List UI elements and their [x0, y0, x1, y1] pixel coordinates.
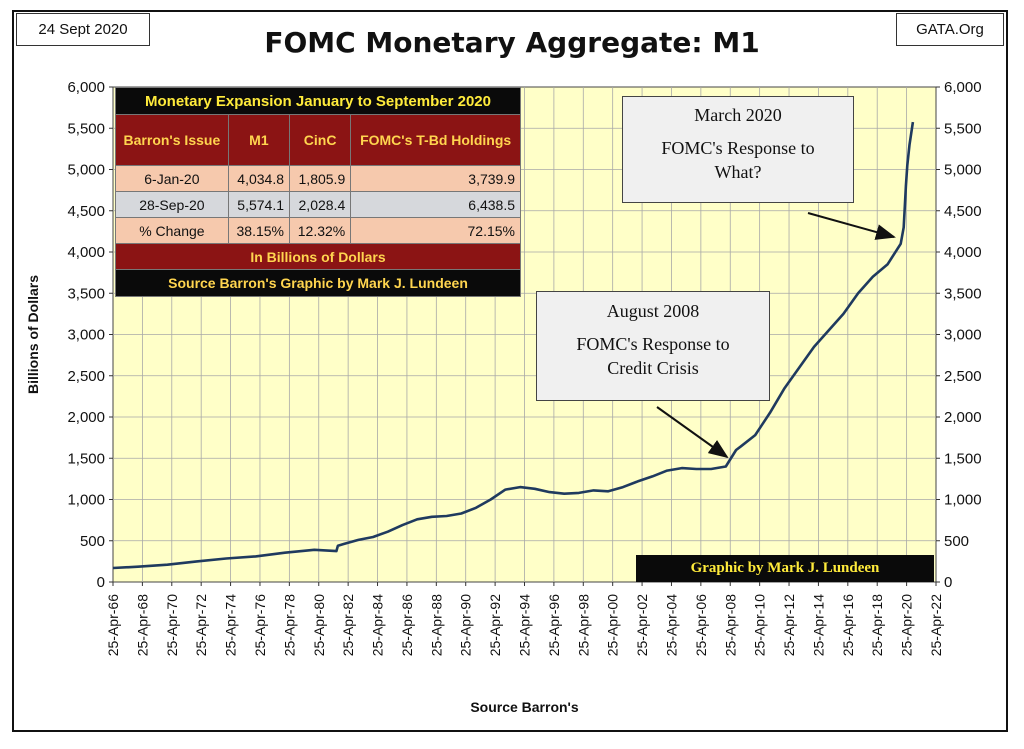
callout-heading: August 2008 [606, 301, 700, 321]
y-tick-label-left: 5,500 [67, 120, 105, 137]
graphic-credit: Graphic by Mark J. Lundeen [636, 555, 934, 582]
y-tick-label-left: 0 [97, 574, 105, 591]
column-header: FOMC's T-Bd Holdings [350, 114, 521, 166]
x-tick-label: 25-Apr-88 [428, 594, 444, 656]
x-tick-label: 25-Apr-18 [869, 594, 885, 656]
table-cell: % Change [115, 217, 229, 244]
x-tick-label: 25-Apr-86 [399, 594, 415, 656]
y-tick-label-left: 1,500 [67, 450, 105, 467]
table-row: % Change 38.15% 12.32% 72.15% [115, 217, 521, 244]
callout-text: What? [714, 162, 762, 182]
y-tick-label-right: 5,000 [944, 162, 982, 179]
info-table: Monetary Expansion January to September … [115, 87, 521, 297]
y-tick-label-right: 6,000 [944, 79, 982, 96]
august-callout-arrow [656, 406, 729, 459]
table-cell: 5,574.1 [227, 191, 291, 218]
y-tick-label-right: 1,000 [944, 492, 982, 509]
y-tick-label-right: 4,000 [944, 244, 982, 261]
callout-text: Credit Crisis [607, 358, 699, 378]
table-cell: 2,028.4 [288, 191, 352, 218]
x-tick-label: 25-Apr-78 [281, 594, 297, 656]
x-tick-label: 25-Apr-08 [722, 594, 738, 656]
callout-text: FOMC's Response to [576, 334, 730, 354]
table-cell: 4,034.8 [227, 165, 291, 192]
date-label: 24 Sept 2020 [16, 13, 150, 46]
x-tick-label: 25-Apr-16 [840, 594, 856, 656]
table-row: 28-Sep-20 5,574.1 2,028.4 6,438.5 [115, 191, 521, 218]
y-tick-label-left: 5,000 [67, 162, 105, 179]
x-tick-label: 25-Apr-96 [546, 594, 562, 656]
info-table-caption: Monetary Expansion January to September … [115, 87, 521, 115]
table-cell: 12.32% [288, 217, 352, 244]
x-tick-label: 25-Apr-12 [781, 594, 797, 656]
x-tick-label: 25-Apr-02 [634, 594, 650, 656]
x-tick-label: 25-Apr-82 [340, 594, 356, 656]
y-tick-label-left: 6,000 [67, 79, 105, 96]
x-tick-label: 25-Apr-22 [928, 594, 944, 656]
x-tick-label: 25-Apr-06 [693, 594, 709, 656]
x-axis-label: Source Barron's [470, 699, 579, 715]
x-tick-label: 25-Apr-20 [899, 594, 915, 656]
y-tick-label-right: 1,500 [944, 450, 982, 467]
y-tick-label-left: 4,000 [67, 244, 105, 261]
source-note: Source Barron's Graphic by Mark J. Lunde… [115, 269, 521, 297]
y-tick-label-left: 2,000 [67, 409, 105, 426]
table-cell: 1,805.9 [288, 165, 352, 192]
table-cell: 28-Sep-20 [115, 191, 229, 218]
x-tick-label: 25-Apr-84 [370, 594, 386, 656]
x-tick-label: 25-Apr-74 [223, 594, 239, 656]
y-tick-label-left: 500 [80, 533, 105, 550]
august-2008-callout: August 2008 FOMC's Response to Credit Cr… [536, 291, 770, 401]
y-tick-label-right: 3,500 [944, 285, 982, 302]
table-cell: 38.15% [227, 217, 291, 244]
x-tick-label: 25-Apr-76 [252, 594, 268, 656]
column-header: M1 [227, 114, 291, 166]
site-label: GATA.Org [896, 13, 1004, 46]
march-2020-callout: March 2020 FOMC's Response to What? [622, 96, 854, 203]
y-tick-label-left: 3,500 [67, 285, 105, 302]
table-cell: 6,438.5 [350, 191, 521, 218]
y-tick-label-left: 3,000 [67, 327, 105, 344]
table-cell: 3,739.9 [350, 165, 521, 192]
y-tick-label-right: 5,500 [944, 120, 982, 137]
table-cell: 72.15% [350, 217, 521, 244]
callout-text: FOMC's Response to [661, 138, 815, 158]
units-note: In Billions of Dollars [115, 243, 521, 270]
callout-heading: March 2020 [694, 105, 782, 125]
column-header: CinC [288, 114, 352, 166]
table-row: 6-Jan-20 4,034.8 1,805.9 3,739.9 [115, 165, 521, 192]
m1-series-line [112, 121, 915, 570]
x-tick-label: 25-Apr-04 [663, 594, 679, 656]
x-tick-label: 25-Apr-10 [752, 594, 768, 656]
y-tick-label-left: 4,500 [67, 203, 105, 220]
y-axis-label: Billions of Dollars [25, 275, 41, 394]
x-tick-label: 25-Apr-66 [105, 594, 121, 656]
y-tick-label-left: 2,500 [67, 368, 105, 385]
x-tick-label: 25-Apr-90 [458, 594, 474, 656]
y-tick-label-right: 0 [944, 574, 952, 591]
y-tick-label-right: 2,000 [944, 409, 982, 426]
table-cell: 6-Jan-20 [115, 165, 229, 192]
y-tick-label-right: 4,500 [944, 203, 982, 220]
x-tick-label: 25-Apr-72 [193, 594, 209, 656]
x-tick-label: 25-Apr-98 [575, 594, 591, 656]
chart-title: FOMC Monetary Aggregate: M1 [264, 26, 760, 59]
x-tick-label: 25-Apr-92 [487, 594, 503, 656]
y-tick-label-right: 3,000 [944, 327, 982, 344]
x-tick-label: 25-Apr-94 [517, 594, 533, 656]
x-tick-label: 25-Apr-80 [311, 594, 327, 656]
x-tick-label: 25-Apr-70 [164, 594, 180, 656]
x-tick-label: 25-Apr-00 [605, 594, 621, 656]
y-tick-label-right: 500 [944, 533, 969, 550]
column-header: Barron's Issue [115, 114, 229, 166]
march-callout-arrow [807, 212, 896, 240]
x-tick-label: 25-Apr-68 [134, 594, 150, 656]
x-tick-label: 25-Apr-14 [810, 594, 826, 656]
y-tick-label-right: 2,500 [944, 368, 982, 385]
y-tick-label-left: 1,000 [67, 492, 105, 509]
